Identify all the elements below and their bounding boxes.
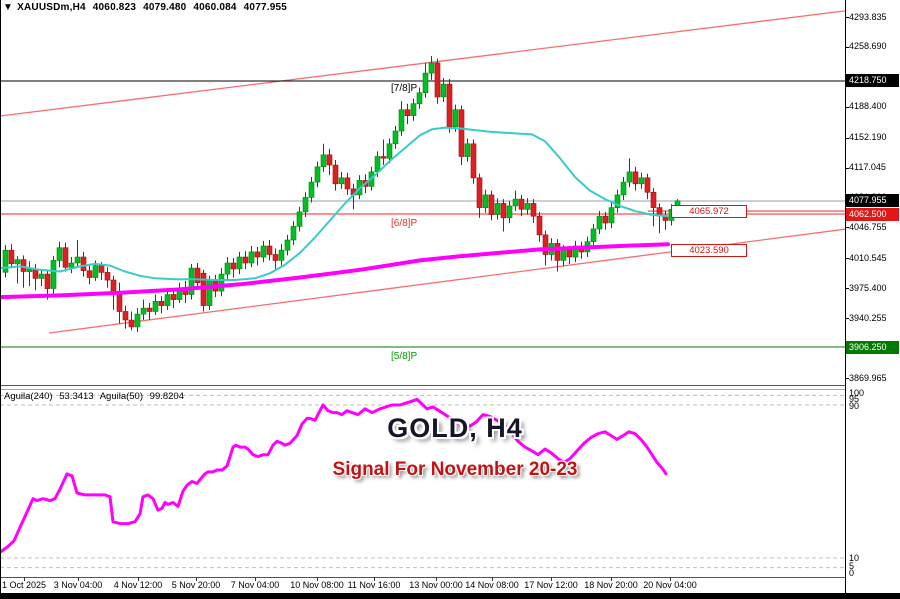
murrey-level-label: [5/8]P <box>391 351 418 363</box>
indicator-name-2: Aguila(50) <box>99 391 144 402</box>
open-value: 4060.823 <box>92 2 137 13</box>
symbol-label: XAUUSDm,H4 <box>17 2 86 13</box>
time-axis-label: 14 Nov 08:00 <box>465 580 519 590</box>
indicator-value-1: 53.3413 <box>59 391 94 402</box>
indicator-name-1: Aguila(240) <box>4 391 53 402</box>
murrey-level-label: [6/8]P <box>391 218 418 230</box>
indicator-axis-label: 95 <box>849 394 860 404</box>
time-axis-tick <box>138 577 139 581</box>
main-price-chart[interactable] <box>0 0 845 386</box>
time-axis-label: 3 Nov 04:00 <box>53 580 103 590</box>
price-axis-tick <box>845 17 849 18</box>
price-axis-label: 3869.965 <box>849 373 887 383</box>
price-axis-tick <box>845 107 849 108</box>
time-axis-label: 4 Nov 12:00 <box>113 580 163 590</box>
price-axis-label: 4117.045 <box>849 162 886 172</box>
chart-panel-separator <box>0 385 845 386</box>
time-axis-tick <box>24 577 25 581</box>
price-axis-label: 4010.545 <box>849 253 887 263</box>
price-axis-tick <box>845 288 849 289</box>
time-axis-tick <box>436 577 437 581</box>
aguila-indicator-panel[interactable] <box>0 390 845 577</box>
price-axis-label: 4258.690 <box>849 41 887 51</box>
time-axis-label: 1 Oct 2025 <box>1 580 47 590</box>
time-axis-tick <box>670 577 671 581</box>
time-axis-tick <box>611 577 612 581</box>
time-axis-label: 17 Nov 12:00 <box>524 580 578 590</box>
price-tag: 4023.590 <box>671 244 747 257</box>
price-axis-label: 3906.250 <box>846 341 899 354</box>
time-axis-tick <box>551 577 552 581</box>
time-axis-tick <box>492 577 493 581</box>
price-axis-tick <box>845 168 849 169</box>
price-axis-tick <box>845 258 849 259</box>
price-axis-label: 4046.755 <box>849 222 887 232</box>
indicator-legend: Aguila(240) 53.3413 Aguila(50) 99.8204 <box>4 391 188 402</box>
price-axis-label: 3940.255 <box>849 313 887 323</box>
high-value: 4079.480 <box>143 2 187 13</box>
time-axis-tick <box>374 577 375 581</box>
indicator-axis-label: 0 <box>849 568 855 578</box>
time-axis-tick <box>317 577 318 581</box>
price-axis-label: 4062.500 <box>846 208 899 221</box>
price-axis-divider <box>845 0 846 593</box>
time-axis-label: 18 Nov 20:00 <box>584 580 638 590</box>
price-axis-label: 4218.750 <box>846 74 899 87</box>
time-axis-tick <box>255 577 256 581</box>
time-axis-label: 11 Nov 16:00 <box>347 580 401 590</box>
murrey-level-label: [7/8]P <box>391 82 418 94</box>
price-axis-label: 4077.955 <box>846 194 899 207</box>
window-bottom-bar <box>0 593 900 599</box>
low-value: 4060.084 <box>193 2 237 13</box>
price-axis-label: 4293.835 <box>849 12 887 22</box>
price-axis-label: 4188.400 <box>849 101 887 111</box>
chart-watermark-subtitle: Signal For November 20-23 <box>332 459 578 480</box>
time-axis-label: 5 Nov 20:00 <box>171 580 221 590</box>
time-axis-tick <box>78 577 79 581</box>
indicator-axis-label: 5 <box>849 561 855 571</box>
price-axis-tick <box>845 318 849 319</box>
price-axis-tick <box>845 378 849 379</box>
symbol-ohlc-legend: ▼ XAUUSDm,H4 4060.823 4079.480 4060.084 4… <box>3 2 291 13</box>
indicator-axis-label: 90 <box>849 401 860 411</box>
indicator-axis-label: 10 <box>849 553 860 563</box>
window-left-edge <box>0 0 1 599</box>
panel-bottom-border <box>0 577 845 578</box>
panel-top-border <box>0 389 845 390</box>
symbol-dropdown-icon[interactable]: ▼ <box>3 2 14 13</box>
price-axis-tick <box>845 227 849 228</box>
time-axis-label: 13 Nov 00:00 <box>409 580 463 590</box>
indicator-value-2: 99.8204 <box>149 391 184 402</box>
time-axis-label: 20 Nov 04:00 <box>643 580 697 590</box>
chart-watermark-title: GOLD, H4 <box>387 413 523 443</box>
time-axis-label: 7 Nov 04:00 <box>230 580 280 590</box>
time-axis-tick <box>196 577 197 581</box>
time-axis-label: 10 Nov 08:00 <box>290 580 344 590</box>
indicator-axis-label: 100 <box>849 388 865 398</box>
price-axis-label: 3975.400 <box>849 283 887 293</box>
price-axis-tick <box>845 47 849 48</box>
price-tag: 4065.972 <box>671 205 747 218</box>
close-value: 4077.955 <box>243 2 287 13</box>
price-axis-label: 4152.190 <box>849 132 887 142</box>
price-axis-tick <box>845 138 849 139</box>
